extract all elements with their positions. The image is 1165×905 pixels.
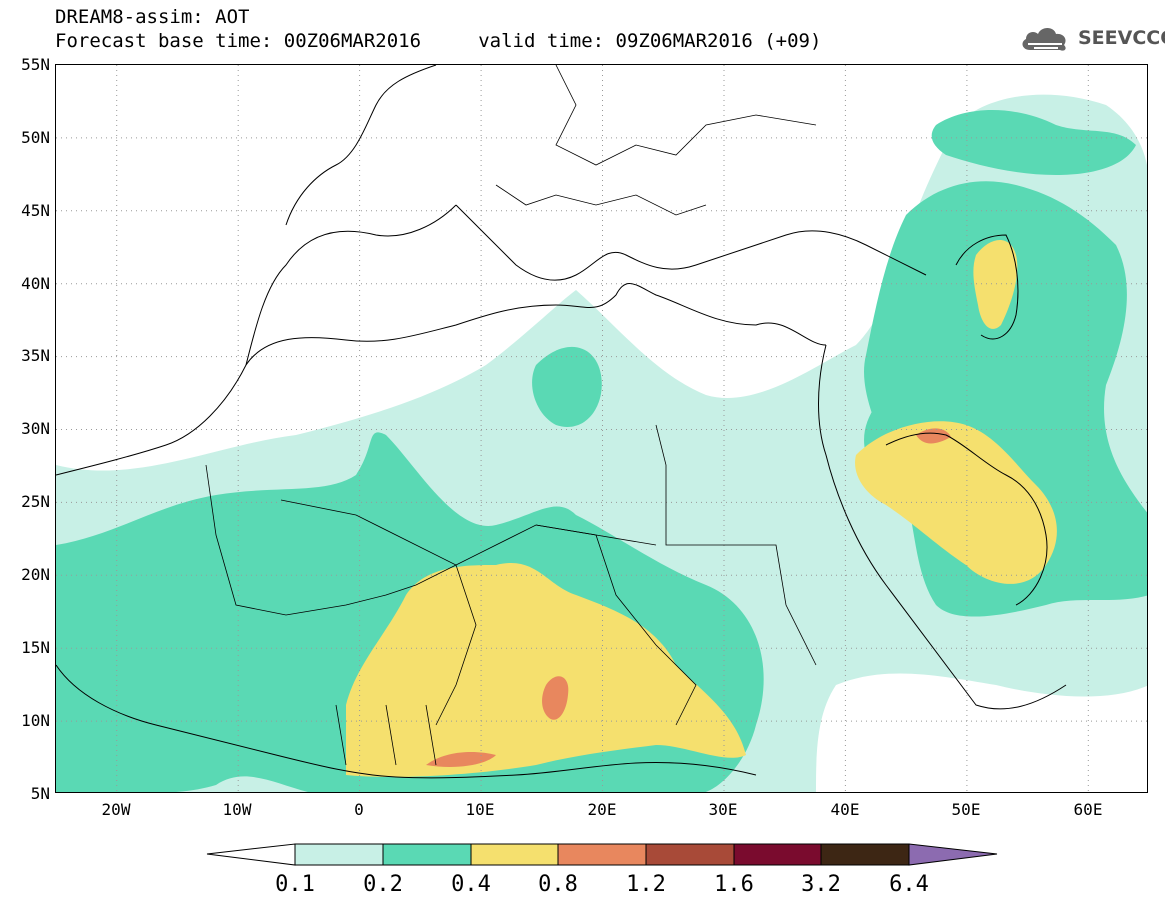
legend-swatch bbox=[733, 843, 822, 866]
lat-label: 10N bbox=[21, 711, 50, 730]
country-borders bbox=[205, 65, 817, 766]
chart-title: DREAM8-assim: AOT bbox=[55, 6, 250, 28]
lat-label: 15N bbox=[21, 638, 50, 657]
legend-swatch bbox=[820, 843, 910, 866]
logo-text: SEEVCCC bbox=[1078, 27, 1165, 49]
lat-label: 30N bbox=[21, 419, 50, 438]
seevccc-logo: SEEVCCC bbox=[1018, 20, 1165, 56]
lat-label: 35N bbox=[21, 346, 50, 365]
legend-label: 1.6 bbox=[714, 872, 754, 897]
legend-label: 0.1 bbox=[275, 872, 315, 897]
lat-label: 40N bbox=[21, 274, 50, 293]
lon-label: 40E bbox=[830, 800, 860, 819]
lon-label: 20E bbox=[587, 800, 617, 819]
aot-map bbox=[55, 64, 1148, 793]
legend-swatch bbox=[557, 843, 647, 866]
lon-label: 10W bbox=[222, 800, 252, 819]
legend-label: 6.4 bbox=[889, 872, 929, 897]
legend-swatch-above bbox=[908, 843, 998, 866]
lon-label: 50E bbox=[951, 800, 981, 819]
lon-label: 60E bbox=[1073, 800, 1103, 819]
lat-label: 5N bbox=[30, 784, 50, 803]
lon-label: 30E bbox=[708, 800, 738, 819]
legend-label: 3.2 bbox=[801, 872, 841, 897]
lon-label: 10E bbox=[465, 800, 495, 819]
legend-swatch bbox=[470, 843, 559, 866]
lon-label: 0 bbox=[354, 800, 364, 819]
aot-contour-0.8 bbox=[426, 428, 951, 767]
map-canvas bbox=[56, 65, 1147, 792]
aot-contour-0.4 bbox=[346, 240, 1057, 777]
legend-swatch bbox=[294, 843, 384, 866]
lat-label: 45N bbox=[21, 201, 50, 220]
lat-label: 25N bbox=[21, 492, 50, 511]
lat-label: 55N bbox=[21, 55, 50, 74]
legend-swatch-below bbox=[206, 843, 296, 866]
lat-label: 20N bbox=[21, 565, 50, 584]
coastlines bbox=[56, 65, 1067, 779]
cloud-icon bbox=[1022, 28, 1066, 51]
legend-label: 1.2 bbox=[626, 872, 666, 897]
legend-label: 0.2 bbox=[363, 872, 403, 897]
lat-lon-grid bbox=[56, 65, 1147, 792]
legend-colorbar bbox=[206, 843, 998, 866]
legend-label: 0.8 bbox=[538, 872, 578, 897]
legend-label: 0.4 bbox=[451, 872, 491, 897]
chart-subtitle: Forecast base time: 00Z06MAR2016 valid t… bbox=[55, 30, 822, 52]
lon-label: 20W bbox=[101, 800, 131, 819]
legend-swatch bbox=[382, 843, 472, 866]
legend-swatch bbox=[645, 843, 735, 866]
lat-label: 50N bbox=[21, 128, 50, 147]
